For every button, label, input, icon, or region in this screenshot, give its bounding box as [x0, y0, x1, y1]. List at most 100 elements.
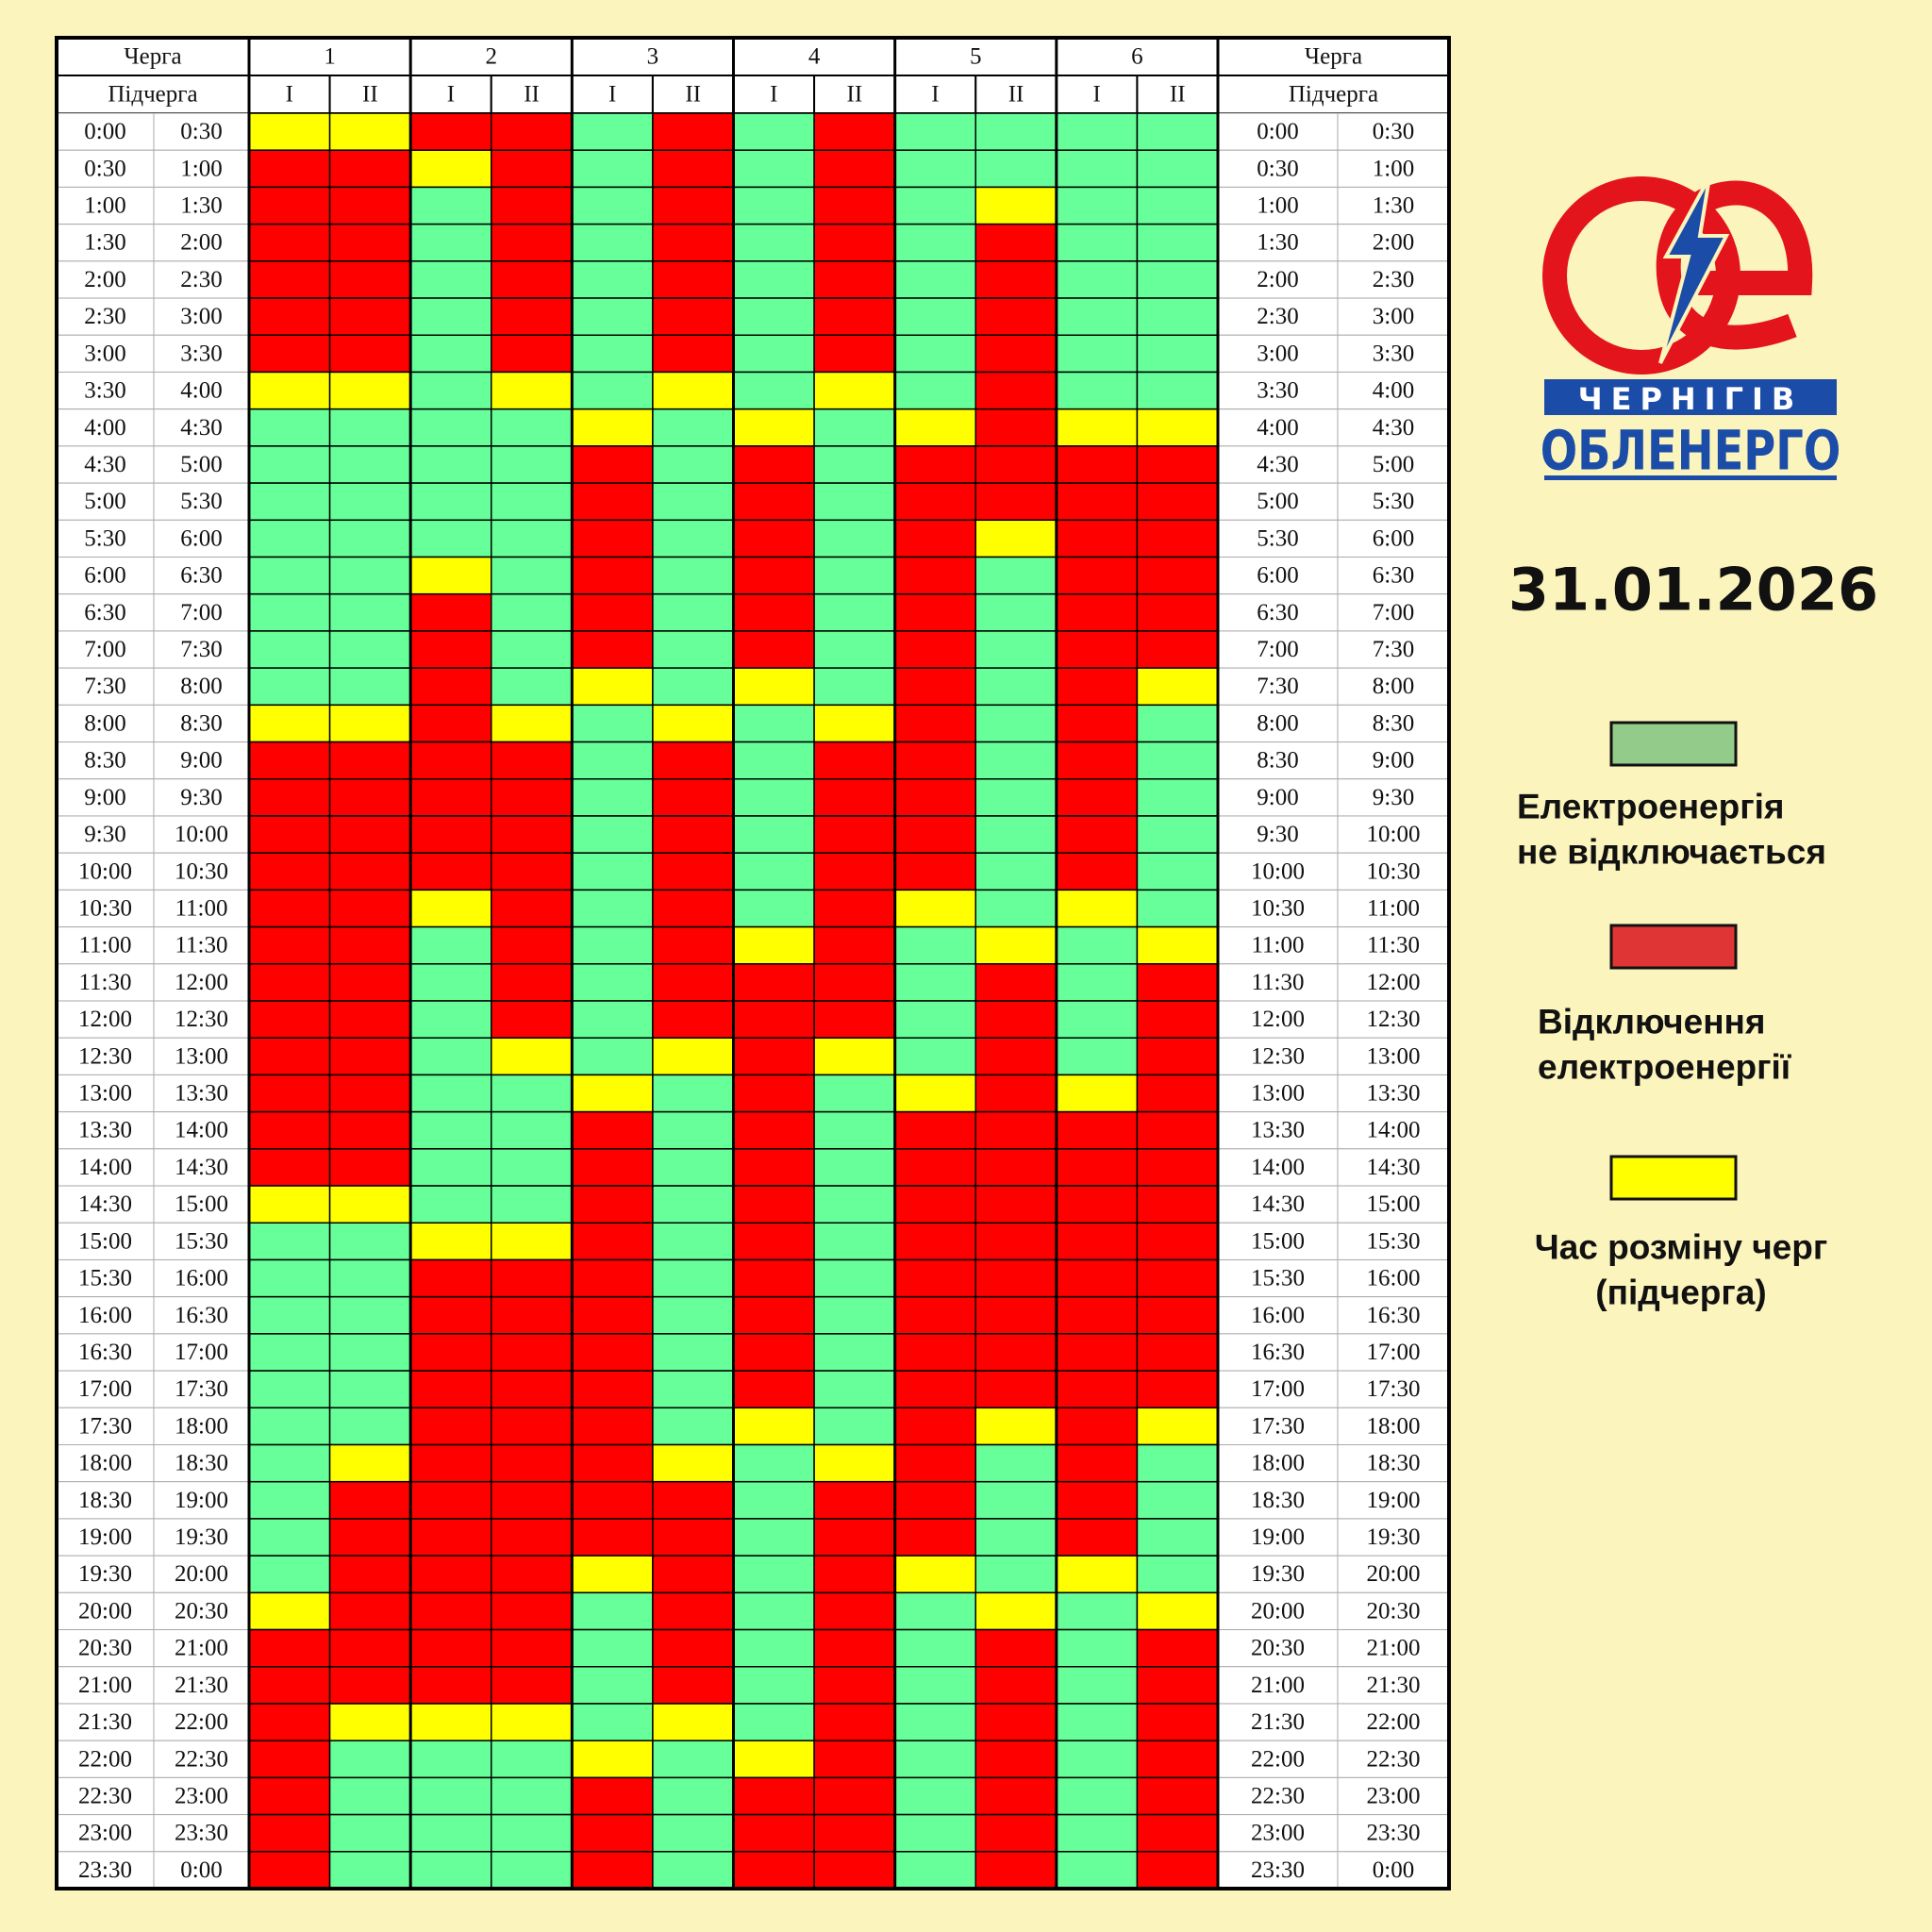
time-end: 10:00: [175, 822, 228, 847]
status-cell: [1056, 1222, 1139, 1261]
subgroup-header: I: [447, 82, 455, 108]
status-cell: [732, 149, 815, 189]
status-cell: [328, 1074, 411, 1113]
status-cell: [732, 1295, 815, 1335]
time-start: 6:30: [84, 600, 125, 625]
status-cell: [732, 1110, 815, 1150]
status-cell: [409, 1740, 492, 1779]
status-cell: [893, 1333, 977, 1372]
time-start: 22:30: [78, 1783, 132, 1808]
status-cell: [813, 1037, 896, 1076]
status-cell: [248, 704, 331, 743]
status-cell: [571, 1333, 654, 1372]
status-cell: [893, 519, 977, 558]
status-cell: [813, 704, 896, 743]
status-cell: [974, 371, 1058, 410]
status-cell: [652, 1813, 735, 1853]
status-cell: [1136, 1851, 1219, 1890]
status-cell: [652, 1148, 735, 1187]
status-cell: [491, 1740, 574, 1779]
status-cell: [248, 112, 331, 151]
status-cell: [571, 1407, 654, 1446]
status-cell: [328, 1110, 411, 1150]
status-cell: [571, 519, 654, 558]
time-end: 2:30: [1373, 267, 1414, 292]
status-cell: [893, 1074, 977, 1113]
time-cell: [153, 482, 250, 521]
status-cell: [409, 149, 492, 189]
status-cell: [893, 741, 977, 780]
status-cell: [974, 408, 1058, 447]
status-cell: [1136, 186, 1219, 225]
status-cell: [571, 778, 654, 817]
time-end: 9:00: [180, 748, 222, 774]
status-cell: [974, 223, 1058, 262]
status-cell: [974, 149, 1058, 189]
status-cell: [491, 1480, 574, 1520]
time-cell: [1337, 1444, 1450, 1483]
time-start: 22:00: [1251, 1746, 1305, 1772]
time-cell: [1337, 1740, 1450, 1778]
status-cell: [893, 149, 977, 189]
status-cell: [248, 1037, 331, 1076]
time-cell: [153, 1518, 250, 1557]
subgroup-header: II: [362, 82, 378, 108]
status-cell: [409, 925, 492, 965]
status-cell: [409, 630, 492, 669]
subgroup-header: I: [608, 82, 616, 108]
time-cell: [1217, 482, 1339, 521]
status-cell: [893, 1591, 977, 1631]
time-cell: [153, 1000, 250, 1039]
time-end: 18:00: [1367, 1413, 1421, 1439]
status-cell: [1056, 1628, 1139, 1668]
status-cell: [248, 334, 331, 374]
status-cell: [328, 297, 411, 336]
status-cell: [652, 630, 735, 669]
status-cell: [974, 1591, 1058, 1631]
status-cell: [813, 408, 896, 447]
time-start: 7:30: [84, 674, 125, 699]
logo-underline: [1544, 475, 1837, 480]
status-cell: [491, 1443, 574, 1483]
status-cell: [1056, 815, 1139, 854]
status-cell: [571, 815, 654, 854]
status-cell: [248, 223, 331, 262]
time-cell: [1337, 260, 1450, 299]
status-cell: [328, 1443, 411, 1483]
status-cell: [1136, 667, 1219, 707]
status-cell: [248, 1074, 331, 1113]
time-start: 5:30: [1257, 525, 1298, 551]
status-cell: [652, 556, 735, 595]
status-cell: [1056, 1591, 1139, 1631]
status-cell: [732, 1258, 815, 1298]
status-cell: [491, 925, 574, 965]
time-cell: [1337, 630, 1450, 669]
status-cell: [732, 704, 815, 743]
status-cell: [732, 223, 815, 262]
status-cell: [652, 1295, 735, 1335]
time-start: 17:30: [78, 1413, 132, 1439]
status-cell: [409, 112, 492, 151]
status-cell: [571, 1703, 654, 1741]
time-cell: [56, 1333, 155, 1372]
status-cell: [974, 1703, 1058, 1741]
time-end: 17:00: [1367, 1340, 1421, 1365]
status-cell: [571, 260, 654, 299]
status-cell: [813, 667, 896, 707]
status-cell: [732, 1443, 815, 1483]
status-cell: [974, 1333, 1058, 1372]
subgroup-header: I: [1092, 82, 1100, 108]
time-start: 8:00: [84, 710, 125, 736]
header-cell: [1136, 75, 1219, 114]
time-end: 0:00: [1373, 1857, 1414, 1883]
status-cell: [1056, 297, 1139, 336]
status-cell: [813, 889, 896, 928]
time-cell: [56, 1481, 155, 1520]
status-cell: [732, 1851, 815, 1890]
time-cell: [1337, 1111, 1450, 1150]
status-cell: [328, 1295, 411, 1335]
time-cell: [1217, 889, 1339, 928]
time-cell: [56, 149, 155, 188]
status-cell: [1056, 408, 1139, 447]
status-cell: [813, 1703, 896, 1741]
